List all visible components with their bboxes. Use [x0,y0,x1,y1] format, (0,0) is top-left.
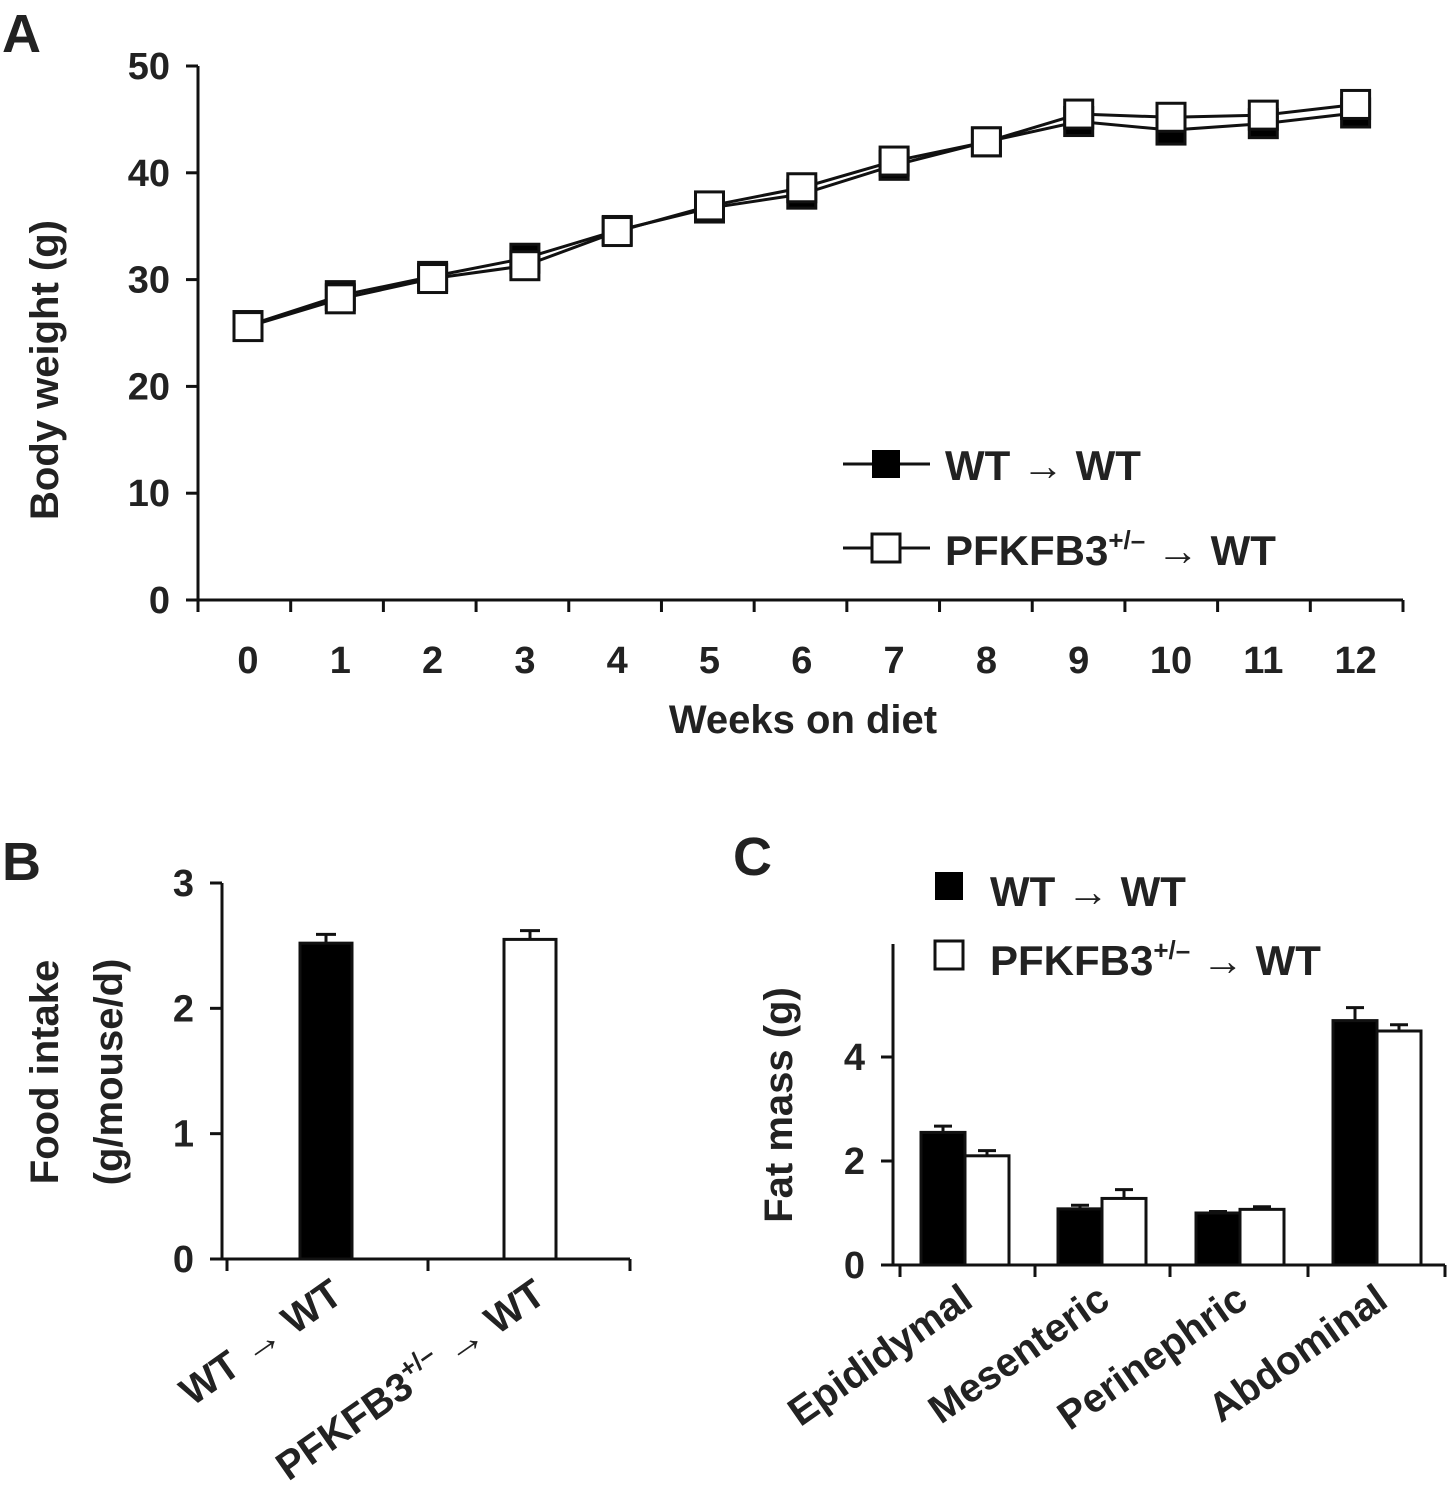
panel-a-open-square-point [878,145,910,177]
panel-a-y-tick-label: 30 [128,260,170,302]
legend-c-wt-wt-label: WT → WT [990,868,1186,915]
panel-a-x-tick-label: 6 [791,640,812,682]
panel-a-x-tick-label: 5 [699,640,720,682]
panel-a-open-square-point [324,283,356,315]
panel-a-x-tick-label: 0 [237,640,258,682]
panel-a-series-line [247,111,1356,327]
panel-letter-a: A [2,4,41,64]
panel-a-y-tick-label: 0 [149,580,170,622]
panel-a-x-tick-label: 10 [1150,640,1192,682]
panel-a-open-square-point [509,250,541,282]
panel-a-x-tick-label: 1 [330,640,351,682]
panel-c-y-tick-label: 4 [844,1037,865,1079]
panel-a-y-tick-label: 20 [128,366,170,408]
panel-letter-b: B [2,832,41,892]
legend-c-open-square [933,939,965,971]
panel-letter-c: C [733,827,772,887]
panel-c-bar-chart: 024 EpididymalMesentericPerinephricAbdom… [757,868,1447,1439]
panel-a-legend: WT → WT PFKFB3+/– → WT [843,442,1276,574]
panel-b-y-label-line2: (g/mouse/d) [87,959,131,1186]
panel-a-x-tick-label: 8 [976,640,997,682]
legend-c-pf-wt-label: PFKFB3+/– → WT [990,935,1321,984]
panel-a-x-tick-label: 7 [884,640,905,682]
panel-a-x-tick-label: 3 [514,640,535,682]
panel-c-legend: WT → WT PFKFB3+/– → WT [933,868,1321,984]
legend-c-filled-square [935,872,963,900]
panel-c-bar-filled [1331,1019,1379,1267]
panel-a-open-square-point [786,172,818,204]
panel-a-y-tick-label: 10 [128,473,170,515]
panel-b-y-tick-label: 3 [173,863,194,905]
panel-a-y-label: Body weight (g) [23,220,67,520]
panel-b-y-tick-label: 1 [173,1114,194,1156]
panel-c-y-label: Fat mass (g) [757,987,801,1223]
panel-c-bar-filled [919,1130,967,1267]
panel-a-open-square-point [417,263,449,295]
panel-b-category-label: WT → WT [172,1271,350,1414]
panel-a-open-square-point [1155,101,1187,133]
panel-a-y-tick-label: 40 [128,153,170,195]
panel-c-bar-filled [1056,1207,1104,1267]
legend-a-pf-wt-label: PFKFB3+/– → WT [945,525,1276,574]
legend-a-filled-square-marker [872,450,900,478]
panel-a-x-label: Weeks on diet [669,698,937,742]
panel-b-bar-filled [298,941,354,1261]
panel-b-y-tick-label: 2 [173,988,194,1030]
panel-b-y-label-line1: Food intake [23,960,67,1184]
panel-c-y-tick-label: 2 [844,1141,865,1183]
panel-a-x-tick-label: 4 [607,640,628,682]
panel-a-open-square-point [694,190,725,222]
panel-a-x-tick-label: 9 [1068,640,1089,682]
panel-c-bar-open [1238,1207,1286,1267]
panel-c-bar-open [1375,1029,1423,1267]
panel-c-bar-filled [1194,1211,1242,1267]
panel-b-category-labels: WT → WT PFKFB3+/– → WT [172,1271,553,1489]
panel-a-y-tick-label: 50 [128,46,170,88]
panel-a-open-square-point [601,216,633,248]
panel-b-bar-open [502,937,558,1261]
panel-a-series-line [247,102,1356,329]
panel-c-y-tick-label: 0 [844,1245,865,1287]
panel-b-y-tick-label: 0 [173,1239,194,1281]
panel-c-bar-open [1100,1196,1148,1267]
legend-a-open-square-marker [870,532,902,564]
panel-a-open-square-point [1247,99,1279,131]
panel-c-bar-open [963,1154,1011,1267]
panel-a-x-tick-label: 2 [422,640,443,682]
panel-a-open-square-point [1340,88,1372,120]
panel-a-x-tick-label: 11 [1243,640,1283,682]
legend-a-wt-wt-label: WT → WT [945,442,1141,489]
panel-a-open-square-point [970,126,1002,158]
panel-a-open-square-point [232,311,264,343]
panel-a-x-tick-label: 12 [1334,640,1376,682]
panel-a-open-square-point [1063,98,1095,130]
